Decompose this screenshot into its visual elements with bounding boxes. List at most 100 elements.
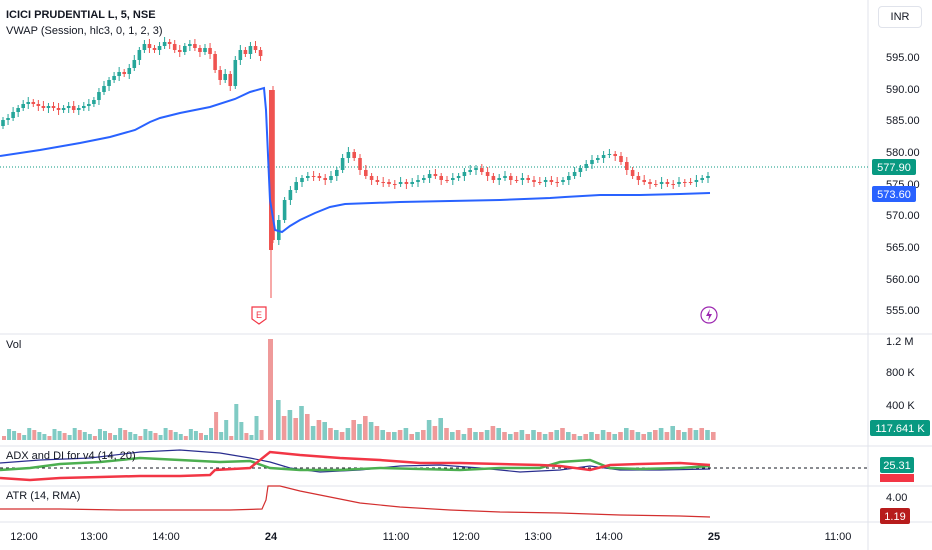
candle-body (456, 176, 461, 178)
candle-body (340, 158, 345, 170)
time-axis[interactable]: 12:00 13:00 14:00 24 11:00 12:00 13:00 14:00 25 1… (10, 531, 851, 543)
candle-body (142, 44, 147, 50)
candle-body (491, 176, 496, 180)
candle-body (21, 104, 25, 108)
volume-bar (123, 430, 128, 440)
volume-bar (224, 420, 229, 440)
adx-tag: 25.31 (880, 457, 914, 482)
volume-bar (183, 436, 188, 440)
volume-legend[interactable]: Vol (6, 339, 22, 351)
volume-bar (711, 432, 716, 440)
time-tick-label: 11:00 (383, 531, 410, 543)
volume-bar (77, 430, 82, 440)
volume-bar (351, 420, 356, 440)
volume-bar (600, 430, 606, 440)
atr-legend[interactable]: ATR (14, RMA) (6, 490, 81, 502)
candle-body (659, 182, 664, 184)
volume-bar (209, 428, 214, 440)
volume-bar (357, 424, 362, 440)
candle-body (665, 182, 670, 184)
price-tick-label: 565.00 (886, 242, 920, 254)
volume-bar (103, 431, 107, 440)
candle-body (97, 92, 101, 100)
adx-legend[interactable]: ADX and DI for v4 (14, 20) (6, 450, 136, 462)
candle-body (323, 178, 327, 180)
volume-bar (612, 434, 617, 440)
volume-tick-label: 400 K (886, 400, 915, 412)
earnings-marker[interactable]: E (251, 306, 267, 325)
candle-body (636, 176, 641, 180)
candle-body (677, 182, 681, 184)
vwap-tag: 573.60 (872, 186, 916, 202)
vwap-legend[interactable]: VWAP (Session, hlc3, 0, 1, 2, 3) (6, 25, 163, 37)
volume-bar (287, 410, 293, 440)
volume-bar (554, 430, 559, 440)
candle-body (543, 180, 548, 182)
time-tick-label: 14:00 (152, 531, 180, 543)
candle-body (311, 176, 316, 177)
candle-body (520, 178, 525, 180)
volume-bar (653, 430, 658, 440)
candle-body (82, 106, 86, 108)
volume-bar (57, 431, 62, 440)
candle-body (172, 44, 177, 50)
candle-body (538, 182, 542, 183)
candle-body (208, 48, 212, 54)
candle-body (16, 108, 20, 112)
candle-body (258, 50, 263, 56)
candle-body (335, 170, 339, 176)
volume-bar (259, 430, 264, 440)
candle-body (243, 50, 248, 54)
volume-bar (618, 432, 623, 440)
volume-bar (173, 432, 178, 440)
volume-bar (42, 434, 47, 440)
volume-bar (641, 434, 646, 440)
currency-button[interactable]: INR (878, 6, 922, 28)
candle-body (375, 180, 380, 182)
candle-body (630, 170, 635, 176)
volume-bar (153, 433, 158, 440)
candlestick-series (1, 37, 710, 298)
candle-body (238, 50, 243, 60)
price-tick-label: 570.00 (886, 210, 920, 222)
candle-body (607, 154, 612, 155)
candle-body (485, 172, 490, 176)
price-axis[interactable]: 595.00590.00585.00580.00575.00570.00565.… (886, 52, 920, 317)
candle-body (41, 106, 46, 108)
time-tick-label: 14:00 (595, 531, 623, 543)
candle-body (306, 176, 310, 178)
volume-bar (299, 406, 304, 440)
candle-body (625, 162, 629, 170)
volume-bar (484, 430, 490, 440)
svg-text:4.00: 4.00 (886, 492, 907, 504)
svg-text:577.90: 577.90 (877, 162, 911, 174)
candle-body (107, 80, 111, 86)
volume-bar (204, 435, 208, 440)
volume-bar (479, 432, 484, 440)
price-tick-label: 560.00 (886, 274, 920, 286)
candle-body (183, 46, 187, 52)
candle-body (31, 102, 36, 104)
lightning-icon[interactable] (700, 306, 718, 324)
time-tick-label: 25 (708, 531, 720, 543)
candle-body (358, 158, 362, 170)
candle-body (300, 178, 304, 182)
candle-body (462, 172, 467, 176)
candle-body (590, 160, 594, 164)
candle-body (177, 50, 182, 52)
candle-body (317, 176, 322, 178)
candle-body (152, 48, 157, 50)
volume-bar (163, 428, 168, 440)
volume-bar (128, 432, 133, 440)
candle-body (671, 184, 675, 185)
candle-body (509, 176, 513, 180)
volume-bar (214, 412, 219, 440)
symbol-title[interactable]: ICICI PRUDENTIAL L, 5, NSE (6, 9, 156, 21)
volume-bar (490, 426, 496, 440)
volume-bar (513, 432, 519, 440)
volume-bar (310, 426, 316, 440)
candle-body (66, 106, 71, 108)
candle-body (122, 72, 126, 74)
volume-tick-label: 1.2 M (886, 336, 914, 348)
